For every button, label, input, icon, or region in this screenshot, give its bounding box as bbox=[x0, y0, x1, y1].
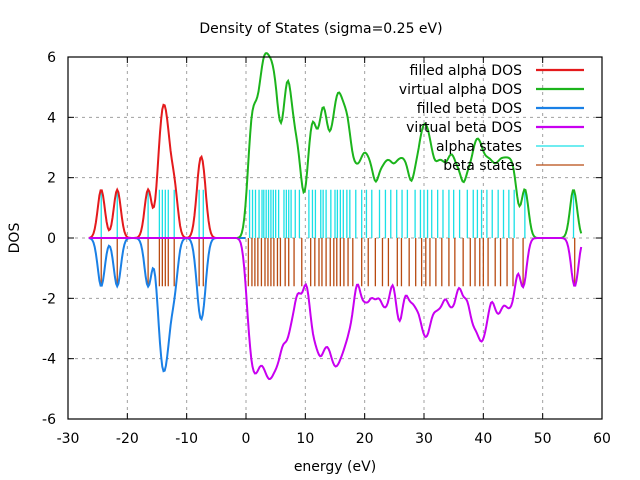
legend-label-filled-alpha: filled alpha DOS bbox=[410, 63, 523, 79]
y-axis-label: DOS bbox=[7, 223, 23, 254]
x-tick-label: 20 bbox=[356, 431, 374, 447]
chart-title: Density of States (sigma=0.25 eV) bbox=[199, 21, 442, 37]
legend-label-virtual-alpha: virtual alpha DOS bbox=[399, 82, 522, 98]
y-tick-label: 6 bbox=[47, 50, 56, 66]
legend-label-virtual-beta: virtual beta DOS bbox=[406, 120, 522, 136]
x-tick-label: -30 bbox=[57, 431, 80, 447]
y-tick-label: 0 bbox=[47, 231, 56, 247]
legend-label-alpha-states: alpha states bbox=[436, 139, 522, 155]
x-axis-label: energy (eV) bbox=[294, 459, 376, 475]
legend-label-beta-states: beta states bbox=[443, 158, 522, 174]
y-tick-label: -4 bbox=[42, 352, 56, 368]
series-filled-alpha-dos bbox=[88, 103, 246, 239]
y-tick-label: -6 bbox=[42, 412, 56, 428]
x-tick-label: -10 bbox=[175, 431, 198, 447]
legend-label-filled-beta: filled beta DOS bbox=[417, 101, 522, 117]
y-tick-label: -2 bbox=[42, 291, 56, 307]
x-tick-label: 50 bbox=[534, 431, 552, 447]
x-tick-label: 40 bbox=[474, 431, 492, 447]
x-tick-label: 60 bbox=[593, 431, 611, 447]
plot-area bbox=[88, 52, 583, 381]
x-tick-label: 0 bbox=[242, 431, 251, 447]
series-filled-beta-dos bbox=[88, 237, 246, 373]
series-virtual-alpha-dos bbox=[236, 52, 583, 239]
x-tick-label: -20 bbox=[116, 431, 139, 447]
x-tick-label: 30 bbox=[415, 431, 433, 447]
legend: filled alpha DOS virtual alpha DOS filled … bbox=[399, 63, 584, 174]
series-virtual-beta-dos bbox=[236, 237, 583, 381]
y-tick-label: 2 bbox=[47, 171, 56, 187]
x-tick-label: 10 bbox=[296, 431, 314, 447]
y-tick-label: 4 bbox=[47, 110, 56, 126]
